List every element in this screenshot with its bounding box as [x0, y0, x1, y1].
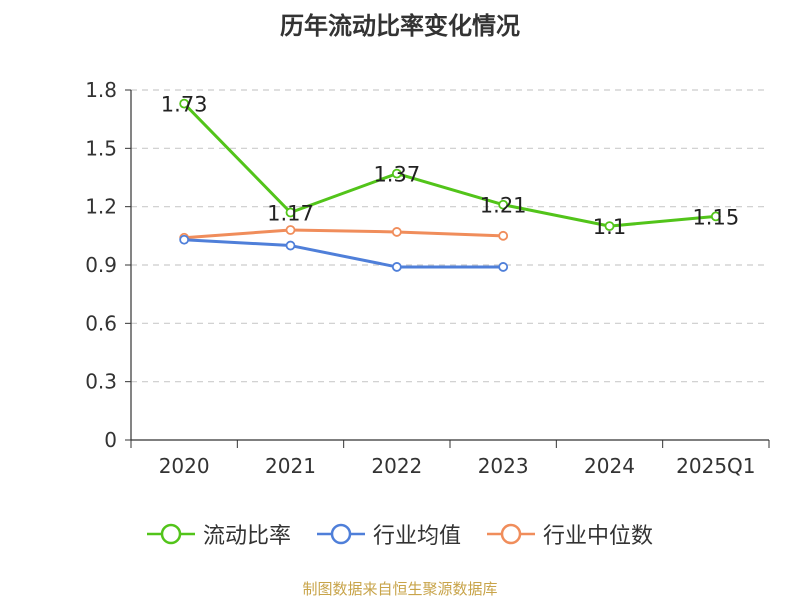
- data-point: [285, 207, 296, 218]
- y-tick-label: 1.8: [85, 78, 117, 102]
- x-tick-label: 2023: [478, 454, 529, 478]
- data-label: 1.21: [480, 194, 527, 218]
- y-tick-label: 1.2: [85, 195, 117, 219]
- x-tick-label: 2021: [265, 454, 316, 478]
- data-point: [710, 211, 721, 222]
- chart-title: 历年流动比率变化情况: [280, 12, 520, 40]
- data-point: [498, 230, 509, 241]
- series-line-0: [183, 102, 716, 228]
- data-point: [391, 227, 402, 237]
- y-tick-label: 1.5: [85, 136, 117, 160]
- x-tick-label: 2020: [159, 454, 210, 478]
- data-label: 1.15: [692, 205, 739, 229]
- legend-item-current-ratio[interactable]: 流动比率: [146, 518, 291, 550]
- data-point: [498, 262, 509, 272]
- legend-label-current-ratio: 流动比率: [202, 524, 291, 549]
- data-point: [498, 199, 509, 210]
- data-point: [179, 98, 190, 109]
- data-point: [391, 168, 402, 179]
- series-line-2: [184, 228, 504, 240]
- x-tick-label: 2022: [371, 454, 422, 478]
- legend-item-industry-median[interactable]: 行业中位数: [487, 518, 653, 550]
- legend-item-industry-mean[interactable]: 行业均值: [316, 518, 461, 550]
- legend-marker-industry-mean: [316, 523, 365, 545]
- y-tick-label: 0.3: [85, 370, 117, 394]
- legend-marker-current-ratio: [146, 523, 195, 545]
- y-tick-label: 0.6: [85, 311, 117, 335]
- x-tick-label: 2024: [584, 454, 635, 478]
- y-tick-label: 0.9: [85, 253, 117, 277]
- series-line-1: [184, 238, 504, 269]
- data-point: [391, 262, 402, 272]
- y-tick-label: 0: [104, 428, 117, 452]
- source-note: 制图数据来自恒生聚源数据库: [302, 580, 498, 598]
- legend: 流动比率 行业均值 行业中位数: [0, 518, 800, 550]
- data-label: 1.1: [593, 215, 626, 239]
- legend-label-industry-median: 行业中位数: [543, 524, 654, 549]
- data-label: 1.73: [161, 93, 208, 117]
- data-point: [285, 240, 296, 251]
- data-point: [285, 225, 296, 235]
- legend-label-industry-mean: 行业均值: [372, 524, 461, 549]
- data-label: 1.37: [373, 163, 420, 187]
- data-label: 1.17: [267, 202, 314, 226]
- x-tick-label: 2025Q1: [676, 454, 755, 478]
- data-point: [179, 234, 190, 245]
- legend-marker-industry-median: [487, 523, 535, 545]
- data-point: [604, 221, 615, 232]
